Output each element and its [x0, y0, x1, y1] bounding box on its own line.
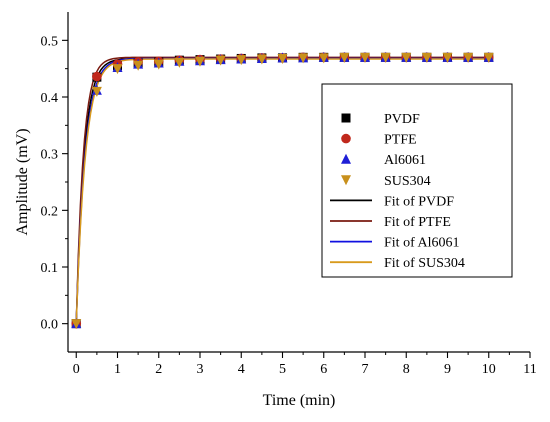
data-point — [318, 53, 329, 64]
legend-label: Fit of SUS304 — [384, 256, 465, 271]
x-tick-label: 11 — [523, 362, 536, 377]
x-tick-label: 5 — [279, 362, 286, 377]
x-tick-label: 10 — [482, 362, 496, 377]
data-point — [360, 52, 370, 63]
data-point — [195, 56, 205, 67]
x-tick-label: 1 — [114, 362, 121, 377]
x-tick-label: 8 — [403, 362, 410, 377]
data-point — [174, 57, 185, 68]
legend-label: PTFE — [384, 133, 417, 148]
legend-marker — [341, 133, 351, 144]
x-axis-label: Time (min) — [263, 392, 336, 409]
y-tick-label: 0.3 — [41, 148, 59, 163]
legend-label: Fit of PVDF — [384, 194, 454, 209]
x-tick-label: 4 — [238, 362, 245, 377]
legend-label: Fit of Al6061 — [384, 236, 459, 251]
y-tick-label: 0.5 — [41, 34, 59, 49]
y-tick-label: 0.1 — [41, 261, 59, 276]
axes: 0 1 2 3 4 5 6 7 8 9 10 11 0.0 0.1 0.2 0.3 0.4 0.5 — [41, 12, 537, 377]
data-point — [401, 52, 412, 63]
data-point — [298, 53, 309, 64]
data-point — [339, 52, 350, 63]
x-tick-label: 3 — [197, 362, 204, 377]
data-point — [442, 52, 453, 63]
legend-label: Fit of PTFE — [384, 215, 451, 230]
data-point — [91, 86, 102, 97]
data-point — [380, 52, 391, 63]
x-tick-label: 9 — [444, 362, 451, 377]
data-point — [153, 59, 164, 70]
data-point — [463, 52, 474, 63]
data-point — [483, 52, 494, 63]
y-axis-label: Amplitude (mV) — [14, 128, 31, 235]
legend-box — [321, 83, 513, 278]
x-tick-label: 7 — [362, 362, 369, 377]
legend-marker — [341, 153, 351, 164]
legend-label: SUS304 — [384, 174, 431, 189]
data-point — [112, 64, 123, 75]
data-points — [71, 51, 494, 330]
y-tick-label: 0.2 — [41, 204, 59, 219]
x-tick-label: 0 — [73, 362, 80, 377]
data-point — [277, 53, 288, 64]
legend-label: Al6061 — [384, 153, 426, 168]
legend-marker — [341, 175, 351, 186]
x-tick-label: 2 — [155, 362, 162, 377]
y-tick-label: 0.0 — [41, 318, 59, 333]
data-point — [133, 60, 144, 71]
data-point — [92, 71, 102, 82]
data-point — [71, 319, 82, 330]
series-sus304 — [71, 52, 494, 330]
data-point — [215, 55, 226, 66]
data-point — [421, 52, 432, 63]
y-tick-label: 0.4 — [41, 91, 59, 106]
legend-marker — [341, 113, 351, 123]
data-point — [256, 54, 267, 65]
x-tick-label: 6 — [320, 362, 327, 377]
legend: PVDF PTFE Al6061 SUS304 Fit of PVDF Fit of PT… — [321, 83, 513, 278]
legend-label: PVDF — [384, 112, 420, 127]
data-point — [236, 55, 247, 66]
